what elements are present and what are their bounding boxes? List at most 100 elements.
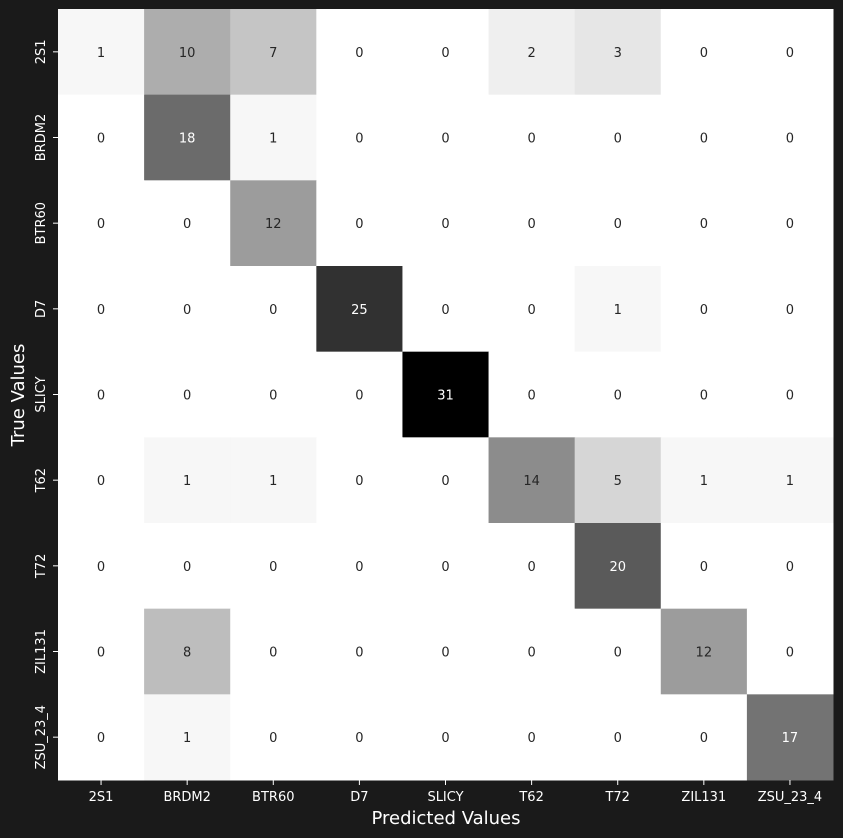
- cell-value-2-8: 0: [786, 217, 794, 232]
- cell-value-8-5: 0: [527, 731, 535, 746]
- y-tick-label-7: ZIL131: [34, 629, 49, 674]
- heatmap-cell-8-6: [574, 694, 662, 781]
- cell-value-0-1: 10: [179, 46, 196, 61]
- cell-value-1-4: 0: [441, 132, 449, 147]
- heatmap-cell-2-7: [660, 180, 748, 267]
- heatmap-cell-3-3: [316, 266, 403, 353]
- cell-value-7-6: 0: [614, 646, 622, 661]
- cell-value-3-5: 0: [527, 303, 535, 318]
- cell-value-7-5: 0: [527, 646, 535, 661]
- cell-value-4-5: 0: [527, 389, 535, 404]
- heatmap-cell-7-7: [660, 608, 748, 695]
- cell-value-3-3: 25: [351, 303, 368, 318]
- cell-value-5-1: 1: [183, 474, 191, 489]
- heatmap-cell-7-5: [488, 608, 576, 695]
- cell-value-6-3: 0: [355, 560, 363, 575]
- cell-value-5-6: 5: [614, 474, 622, 489]
- heatmap-cell-2-4: [402, 180, 490, 267]
- cell-value-7-0: 0: [97, 646, 105, 661]
- heatmap-cell-0-8: [746, 9, 834, 96]
- heatmap-cell-4-0: [58, 351, 145, 438]
- x-tick-label-6: T72: [604, 790, 629, 805]
- heatmap-cell-4-6: [574, 351, 662, 438]
- cell-value-6-0: 0: [97, 560, 105, 575]
- cell-value-1-0: 0: [97, 132, 105, 147]
- cell-value-3-6: 1: [614, 303, 622, 318]
- heatmap-cell-2-5: [488, 180, 576, 267]
- heatmap-cell-5-7: [660, 437, 748, 524]
- cell-value-4-6: 0: [614, 389, 622, 404]
- cell-value-8-8: 17: [782, 731, 799, 746]
- cell-value-7-7: 12: [696, 646, 713, 661]
- cell-value-4-2: 0: [269, 389, 277, 404]
- heatmap-cell-7-6: [574, 608, 662, 695]
- x-tick-label-1: BRDM2: [163, 790, 210, 805]
- cell-value-1-8: 0: [786, 132, 794, 147]
- x-tick-label-5: T62: [518, 790, 543, 805]
- y-tick-label-6: T72: [34, 554, 49, 579]
- cell-value-4-7: 0: [700, 389, 708, 404]
- heatmap-cell-6-3: [316, 523, 403, 610]
- cell-value-2-7: 0: [700, 217, 708, 232]
- y-axis-label: True Values: [8, 344, 29, 448]
- heatmap-cell-3-6: [574, 266, 662, 353]
- cell-value-0-7: 0: [700, 46, 708, 61]
- heatmap-cell-6-5: [488, 523, 576, 610]
- heatmap-cell-6-8: [746, 523, 834, 610]
- heatmap-cell-1-2: [230, 94, 317, 181]
- x-tick-label-4: SLICY: [427, 790, 463, 805]
- heatmap-cell-1-7: [660, 94, 748, 181]
- cell-value-1-3: 0: [355, 132, 363, 147]
- cell-value-8-2: 0: [269, 731, 277, 746]
- heatmap-cell-1-4: [402, 94, 490, 181]
- heatmap-cell-8-3: [316, 694, 403, 781]
- heatmap-cell-5-6: [574, 437, 662, 524]
- cell-value-1-7: 0: [700, 132, 708, 147]
- cell-value-3-8: 0: [786, 303, 794, 318]
- cell-value-5-3: 0: [355, 474, 363, 489]
- cell-value-7-1: 8: [183, 646, 191, 661]
- y-tick-label-8: ZSU_23_4: [34, 705, 49, 770]
- cell-value-3-4: 0: [441, 303, 449, 318]
- cell-value-0-4: 0: [441, 46, 449, 61]
- cell-value-7-3: 0: [355, 646, 363, 661]
- heatmap-cell-3-0: [58, 266, 145, 353]
- cell-value-4-8: 0: [786, 389, 794, 404]
- heatmap-cell-3-8: [746, 266, 834, 353]
- heatmap-cell-8-0: [58, 694, 145, 781]
- cell-value-0-0: 1: [97, 46, 105, 61]
- heatmap-cell-4-3: [316, 351, 403, 438]
- x-tick-label-0: 2S1: [89, 790, 114, 805]
- heatmap-cell-2-8: [746, 180, 834, 267]
- cell-value-3-2: 0: [269, 303, 277, 318]
- heatmap-cell-5-8: [746, 437, 834, 524]
- heatmap-cell-4-5: [488, 351, 576, 438]
- heatmap-cell-0-3: [316, 9, 403, 96]
- heatmap-cell-2-3: [316, 180, 403, 267]
- heatmap-cell-7-3: [316, 608, 403, 695]
- x-tick-label-3: D7: [350, 790, 368, 805]
- cell-value-1-2: 1: [269, 132, 277, 147]
- cell-value-2-3: 0: [355, 217, 363, 232]
- cell-value-2-5: 0: [527, 217, 535, 232]
- cell-value-7-2: 0: [269, 646, 277, 661]
- heatmap-cell-4-7: [660, 351, 748, 438]
- heatmap-cell-0-5: [488, 9, 576, 96]
- heatmap-cell-6-0: [58, 523, 145, 610]
- cell-value-5-7: 1: [700, 474, 708, 489]
- heatmap-cell-8-7: [660, 694, 748, 781]
- cell-value-6-5: 0: [527, 560, 535, 575]
- cell-value-8-0: 0: [97, 731, 105, 746]
- cell-value-5-8: 1: [786, 474, 794, 489]
- cell-value-4-0: 0: [97, 389, 105, 404]
- x-tick-label-7: ZIL131: [681, 790, 726, 805]
- heatmap-cell-3-4: [402, 266, 490, 353]
- heatmap-cell-labels: 1 10 7 0 0 2 3 0 00 18 1 0 0 0 0 0 00 0 12 0 0 0 0 0 00 0 0 25 0 0 1 0 0…: [97, 46, 798, 746]
- cell-value-1-6: 0: [614, 132, 622, 147]
- cell-value-8-7: 0: [700, 731, 708, 746]
- cell-value-0-3: 0: [355, 46, 363, 61]
- heatmap-cell-2-6: [574, 180, 662, 267]
- heatmap-cell-8-1: [144, 694, 231, 781]
- heatmap-cell-0-1: [144, 9, 231, 96]
